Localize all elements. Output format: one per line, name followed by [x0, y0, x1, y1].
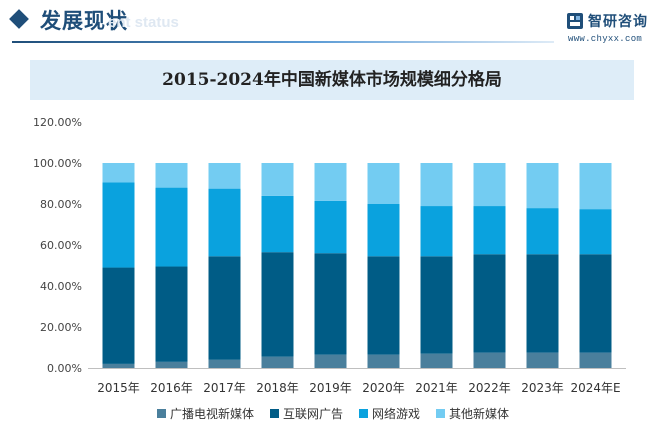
bar-segment	[102, 163, 135, 183]
bar-segment	[367, 163, 400, 204]
x-tick-label: 2015年	[97, 381, 140, 395]
bar-segment	[473, 163, 506, 207]
y-tick-label: 120.00%	[33, 116, 82, 129]
bar-segment	[526, 163, 559, 209]
bar-segment	[579, 352, 612, 368]
legend-swatch	[269, 409, 279, 418]
bar-segment	[473, 254, 506, 353]
x-tick-label: 2021年	[415, 381, 458, 395]
bar-segment	[367, 204, 400, 257]
bar-segment	[208, 163, 241, 189]
y-tick-label: 0.00%	[47, 362, 82, 375]
x-tick-label: 2022年	[468, 381, 511, 395]
bar-segment	[579, 163, 612, 210]
bar-segment	[314, 354, 347, 368]
x-tick-label: 2017年	[203, 381, 246, 395]
bar-segment	[367, 354, 400, 368]
bar-segment	[261, 252, 294, 357]
y-tick-label: 40.00%	[40, 280, 82, 293]
chart-title-band: 2015-2024年中国新媒体市场规模细分格局	[30, 60, 634, 100]
bar-segment	[314, 200, 347, 254]
brand-name: 智研咨询	[588, 14, 648, 30]
legend-label: 广播电视新媒体	[169, 407, 254, 421]
brand-logo-icon	[567, 13, 583, 29]
bar-segment	[261, 195, 294, 253]
bar-segment	[155, 187, 188, 267]
legend-label: 互联网广告	[282, 407, 343, 421]
legend-item: 互联网广告	[269, 405, 343, 422]
bar-segment	[155, 361, 188, 368]
bar-segment	[579, 209, 612, 255]
y-tick-label: 20.00%	[40, 321, 82, 334]
bar-segment	[102, 182, 135, 268]
y-tick-label: 60.00%	[40, 239, 82, 252]
bar-segment	[102, 363, 135, 368]
x-tick-label: 2018年	[256, 381, 299, 395]
legend-item: 网络游戏	[359, 405, 420, 422]
bar-segment	[579, 254, 612, 353]
bar-segment	[420, 206, 453, 257]
section-subtitle: ent status	[108, 14, 179, 31]
bar-segment	[261, 356, 294, 368]
section-title: 发展现状	[40, 9, 128, 33]
legend-swatch	[436, 409, 446, 418]
x-tick-label: 2019年	[309, 381, 352, 395]
x-tick-label: 2016年	[150, 381, 193, 395]
bar-segment	[526, 208, 559, 255]
bar-segment	[526, 254, 559, 353]
legend-label: 其他新媒体	[449, 407, 510, 421]
brand: 智研咨询 www.chyxx.com	[566, 10, 658, 44]
legend-item: 广播电视新媒体	[156, 405, 254, 422]
bar-segment	[526, 352, 559, 368]
bar-segment	[473, 206, 506, 255]
legend-swatch	[359, 409, 368, 418]
bar-segment	[102, 267, 135, 364]
legend-swatch	[156, 409, 166, 418]
bar-segment	[208, 188, 241, 257]
bar-segment	[261, 163, 294, 196]
bar-segment	[314, 163, 347, 201]
bar-segment	[420, 256, 453, 354]
section-header: 发展现状 ent status 智研咨询 www.chyxx.com	[0, 0, 666, 48]
bar-segment	[208, 256, 241, 360]
bar-segment	[473, 352, 506, 368]
bar-segment	[314, 253, 347, 355]
brand-url: www.chyxx.com	[568, 34, 643, 44]
legend-item: 其他新媒体	[436, 405, 509, 422]
x-tick-label: 2024年E	[570, 381, 620, 395]
x-tick-label: 2023年	[521, 381, 564, 395]
bar-segment	[367, 256, 400, 355]
chart-title: 2015-2024年中国新媒体市场规模细分格局	[162, 70, 502, 90]
bar-segment	[420, 163, 453, 207]
y-tick-label: 80.00%	[40, 198, 82, 211]
chart-legend: 广播电视新媒体 互联网广告 网络游戏 其他新媒体	[0, 405, 666, 425]
bar-segment	[155, 266, 188, 362]
bar-segment	[155, 163, 188, 188]
legend-label: 网络游戏	[372, 407, 421, 421]
x-tick-label: 2020年	[362, 381, 405, 395]
bar-segment	[208, 359, 241, 368]
y-tick-label: 100.00%	[33, 157, 82, 170]
header-divider	[12, 41, 554, 43]
bar-segment	[420, 353, 453, 368]
